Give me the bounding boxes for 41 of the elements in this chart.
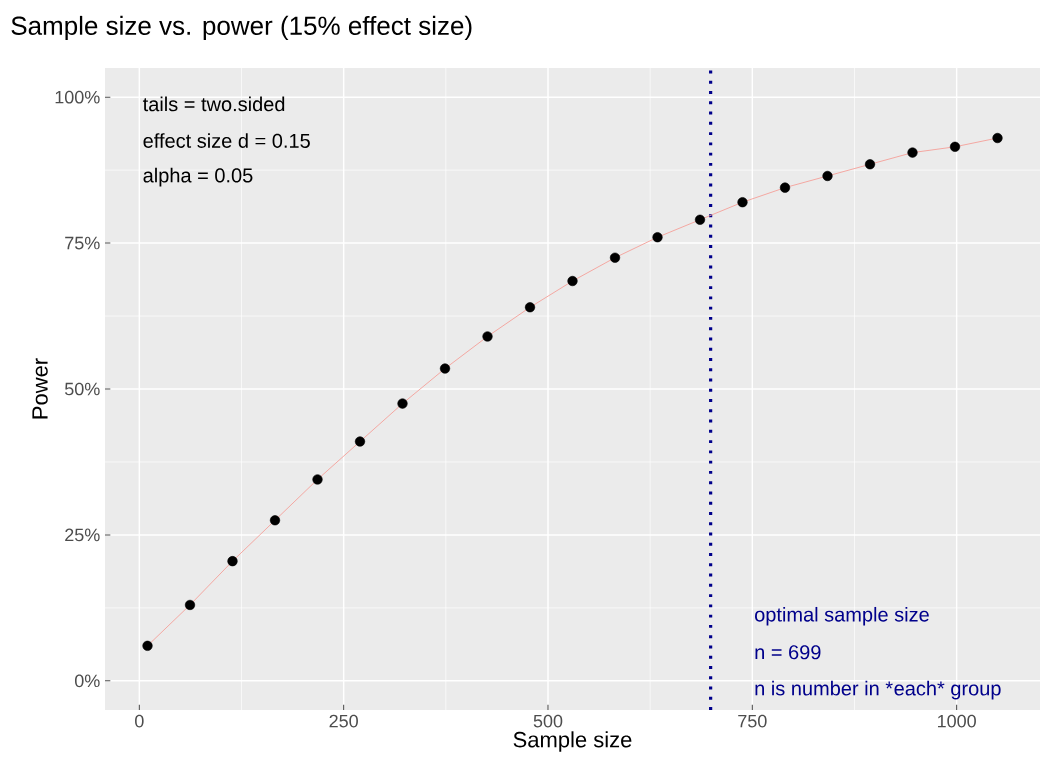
point — [652, 232, 663, 243]
annotation: tails = two.sided — [142, 96, 285, 112]
y-tick-label: 75% — [65, 236, 100, 250]
point — [737, 197, 748, 208]
point — [779, 182, 791, 193]
point — [269, 515, 281, 526]
y-tick-label: 0% — [74, 674, 100, 688]
x-tick-label: 500 — [533, 714, 563, 728]
y-tick-label: 25% — [65, 528, 100, 542]
y-axis-title: Power — [32, 358, 48, 419]
point — [864, 159, 876, 170]
annotation: alpha = 0.05 — [143, 167, 253, 187]
annotation: optimal sample size — [755, 606, 929, 626]
point — [567, 275, 578, 287]
y-tick-label: 50% — [64, 382, 100, 396]
annotation: effect size d = 0.15 — [143, 133, 310, 148]
chart-title: Sample size vs. power (15% effect size) — [11, 15, 472, 41]
point — [142, 640, 153, 651]
x-tick-label: 0 — [135, 714, 144, 728]
point — [907, 147, 918, 158]
point — [397, 398, 408, 409]
x-axis-title: Sample size — [513, 731, 632, 752]
point — [609, 252, 621, 263]
point — [354, 436, 366, 447]
point — [439, 363, 451, 374]
x-tick-label: 1000 — [938, 714, 976, 728]
annotation: n = 699 — [755, 645, 821, 660]
x-tick-label: 250 — [329, 714, 358, 728]
x-tick-label: 750 — [738, 714, 767, 728]
y-tick-label: 100% — [55, 90, 100, 104]
point — [184, 599, 196, 611]
point — [312, 474, 323, 485]
point — [227, 556, 238, 567]
point — [949, 141, 961, 152]
point — [482, 331, 493, 342]
point — [992, 132, 1003, 144]
point — [524, 302, 536, 313]
annotation: n is number in * — [755, 680, 893, 696]
point — [822, 170, 833, 182]
annotation: each* group — [894, 680, 1001, 700]
point — [694, 214, 706, 225]
